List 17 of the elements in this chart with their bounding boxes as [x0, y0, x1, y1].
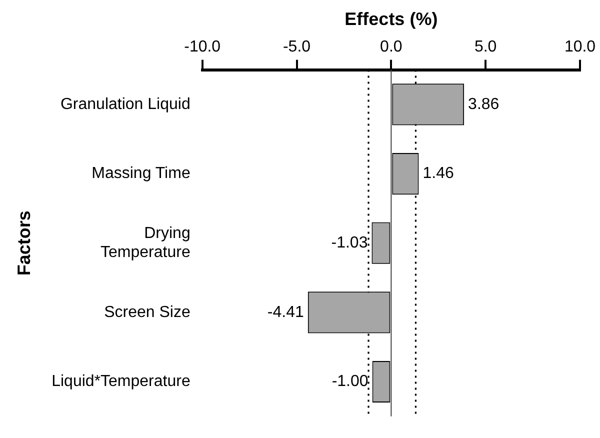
y-tick-label: Massing Time	[92, 165, 190, 182]
y-tick-label: Granulation Liquid	[60, 96, 190, 113]
data-label: -4.41	[267, 304, 304, 321]
y-tick-label: Drying Temperature	[100, 224, 190, 262]
x-tick-label: -10.0	[184, 38, 221, 56]
y-tick-label: Liquid*Temperature	[52, 373, 190, 390]
y-axis-title: Factors	[14, 210, 34, 276]
x-tick-label: 0.0	[380, 38, 402, 56]
data-label: 1.46	[422, 165, 454, 182]
x-axis-title: Effects (%)	[344, 8, 438, 29]
data-label: 3.86	[468, 96, 500, 113]
data-label: -1.03	[331, 234, 368, 252]
x-tick-label: 10.0	[564, 38, 596, 56]
y-tick-label: Screen Size	[104, 304, 190, 321]
x-tick-label: -5.0	[282, 38, 311, 56]
data-label: -1.00	[332, 373, 368, 390]
x-tick-label: 5.0	[474, 38, 497, 56]
